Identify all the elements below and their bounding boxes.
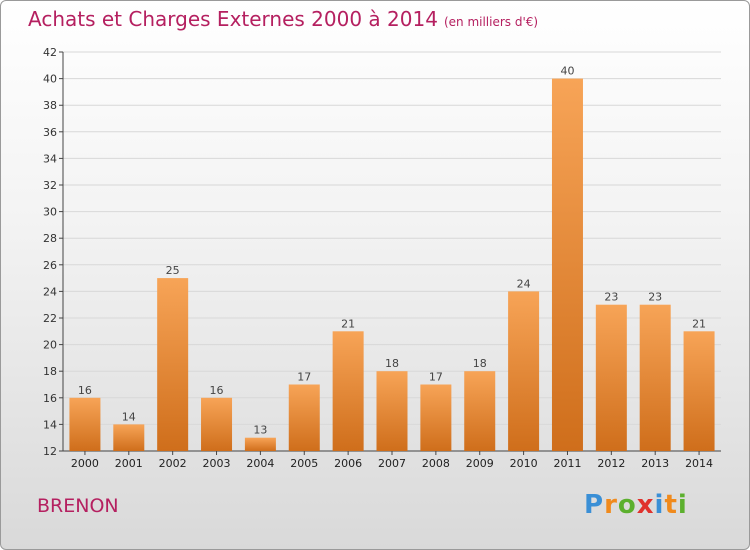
bar-2006 (332, 331, 364, 451)
bar-2005 (288, 384, 320, 451)
data-label: 17 (297, 371, 311, 384)
logo-letter: i (654, 490, 665, 520)
data-label: 23 (604, 291, 618, 304)
data-label: 18 (385, 357, 399, 370)
bar-2013 (639, 304, 671, 451)
x-tick-label: 2004 (246, 457, 274, 470)
x-tick-label: 2010 (510, 457, 538, 470)
bar-2002 (157, 278, 189, 451)
data-label: 18 (473, 357, 487, 370)
bar-2000 (69, 397, 101, 451)
y-tick-label: 20 (43, 339, 57, 352)
chart-subtitle: (en milliers d'€) (443, 15, 539, 29)
y-tick-label: 28 (43, 232, 57, 245)
data-label: 23 (648, 291, 662, 304)
y-tick-label: 34 (43, 152, 57, 165)
logo-letter: x (636, 490, 655, 520)
bar-2008 (420, 384, 452, 451)
data-label: 16 (78, 384, 92, 397)
x-tick-label: 2009 (466, 457, 494, 470)
bar-2007 (376, 371, 408, 451)
logo-letter: o (617, 490, 637, 520)
y-tick-label: 32 (43, 179, 57, 192)
logo-letter: r (604, 490, 618, 520)
bar-2012 (595, 304, 627, 451)
y-tick-label: 42 (43, 46, 57, 59)
data-label: 13 (253, 424, 267, 437)
y-tick-label: 24 (43, 285, 57, 298)
logo-letter: P (584, 490, 605, 520)
y-tick-label: 14 (43, 418, 57, 431)
x-tick-label: 2008 (422, 457, 450, 470)
y-tick-label: 30 (43, 206, 57, 219)
x-tick-label: 2011 (553, 457, 581, 470)
bar-2003 (201, 397, 233, 451)
proxiti-logo: Proxiti (584, 490, 688, 520)
x-tick-label: 2012 (597, 457, 625, 470)
x-tick-label: 2014 (685, 457, 713, 470)
x-tick-label: 2007 (378, 457, 406, 470)
data-label: 25 (166, 264, 180, 277)
x-tick-label: 2005 (290, 457, 318, 470)
data-label: 21 (692, 317, 706, 330)
x-tick-label: 2002 (159, 457, 187, 470)
bar-2001 (113, 424, 145, 451)
logo-letter: t (664, 490, 678, 520)
y-tick-label: 18 (43, 365, 57, 378)
data-label: 14 (122, 410, 136, 423)
data-label: 21 (341, 317, 355, 330)
commune-name: BRENON (37, 495, 119, 517)
chart-title: Achats et Charges Externes 2000 à 2014 (e… (28, 7, 539, 31)
y-tick-label: 26 (43, 259, 57, 272)
bar-2004 (244, 437, 276, 451)
bar-2009 (464, 371, 496, 451)
y-tick-label: 36 (43, 126, 57, 139)
y-tick-label: 12 (43, 445, 57, 458)
x-tick-label: 2001 (115, 457, 143, 470)
bar-2011 (551, 78, 583, 451)
x-tick-label: 2013 (641, 457, 669, 470)
logo-letter: i (677, 490, 688, 520)
data-label: 40 (560, 65, 574, 78)
y-tick-label: 38 (43, 99, 57, 112)
x-tick-label: 2000 (71, 457, 99, 470)
y-tick-label: 40 (43, 73, 57, 86)
bar-2010 (508, 291, 540, 451)
bar-2014 (683, 331, 715, 451)
x-tick-label: 2003 (203, 457, 231, 470)
data-label: 24 (517, 277, 531, 290)
y-tick-label: 16 (43, 392, 57, 405)
x-tick-label: 2006 (334, 457, 362, 470)
data-label: 16 (210, 384, 224, 397)
data-label: 17 (429, 371, 443, 384)
y-tick-label: 22 (43, 312, 57, 325)
